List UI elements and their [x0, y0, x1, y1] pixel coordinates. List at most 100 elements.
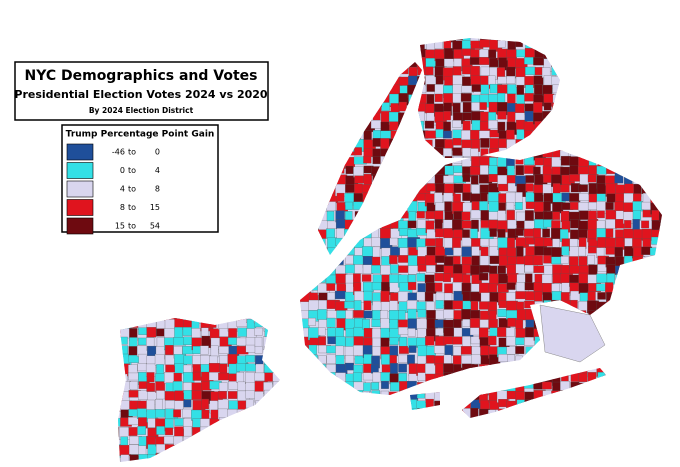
- district: [228, 174, 241, 184]
- district: [118, 292, 125, 305]
- district: [246, 48, 257, 61]
- district: [209, 310, 219, 322]
- district: [245, 38, 258, 42]
- district: [372, 67, 381, 78]
- district: [651, 255, 661, 267]
- district: [578, 129, 591, 142]
- district: [129, 237, 140, 248]
- district: [192, 238, 204, 247]
- district: [524, 156, 535, 166]
- district: [425, 453, 439, 462]
- district: [670, 328, 677, 340]
- district: [497, 76, 508, 84]
- district: [128, 346, 139, 357]
- district: [632, 382, 644, 395]
- district: [417, 463, 428, 467]
- district: [210, 454, 219, 462]
- subtitle: Presidential Election Votes 2024 vs 2020: [14, 88, 268, 101]
- district: [669, 40, 679, 51]
- district: [623, 300, 636, 313]
- district: [155, 409, 166, 418]
- district: [137, 426, 146, 435]
- district: [407, 380, 417, 393]
- district: [191, 453, 203, 462]
- district: [281, 363, 291, 376]
- district: [470, 175, 479, 185]
- district: [363, 93, 377, 107]
- district: [317, 76, 329, 85]
- district: [280, 38, 291, 44]
- district: [399, 38, 411, 39]
- district: [228, 128, 242, 137]
- district: [344, 219, 354, 230]
- district: [623, 38, 636, 41]
- district: [407, 408, 419, 417]
- district: [587, 130, 597, 142]
- district: [570, 427, 581, 436]
- district: [263, 202, 277, 214]
- district: [471, 418, 481, 430]
- district: [353, 220, 363, 229]
- district: [281, 454, 294, 462]
- district: [632, 38, 642, 40]
- district: [272, 148, 282, 160]
- district: [389, 399, 402, 412]
- district: [632, 300, 645, 310]
- district: [300, 256, 311, 267]
- district: [453, 445, 465, 458]
- district: [606, 391, 617, 400]
- district: [650, 454, 661, 462]
- district: [282, 102, 291, 113]
- district: [299, 390, 312, 402]
- district: [246, 256, 260, 265]
- district: [219, 174, 229, 184]
- district: [254, 444, 263, 452]
- district: [353, 400, 364, 414]
- district: [452, 138, 462, 146]
- district: [551, 76, 562, 86]
- district: [155, 283, 169, 292]
- district: [398, 112, 408, 122]
- district: [362, 452, 372, 462]
- district: [642, 175, 654, 189]
- district: [118, 318, 123, 329]
- district: [273, 436, 282, 449]
- district: [434, 93, 443, 102]
- district: [633, 193, 642, 202]
- district: [543, 48, 551, 59]
- district: [660, 309, 662, 322]
- district: [326, 112, 338, 121]
- district: [542, 445, 552, 457]
- district: [417, 309, 427, 318]
- district: [318, 409, 328, 420]
- district: [570, 372, 579, 382]
- district: [327, 75, 341, 88]
- district: [272, 218, 285, 232]
- district: [487, 335, 497, 346]
- district: [316, 256, 330, 268]
- district: [407, 416, 419, 427]
- district: [388, 138, 397, 152]
- district: [308, 40, 318, 52]
- district: [120, 391, 130, 402]
- district: [345, 165, 354, 174]
- district: [579, 48, 593, 62]
- district: [633, 265, 645, 274]
- district: [670, 445, 679, 453]
- district: [416, 156, 426, 167]
- district: [291, 391, 301, 404]
- district: [201, 327, 209, 338]
- district: [335, 418, 345, 427]
- district: [461, 246, 473, 257]
- district: [353, 130, 361, 141]
- district: [156, 390, 165, 400]
- district: [245, 193, 253, 203]
- district: [236, 444, 245, 456]
- district: [425, 211, 436, 220]
- district: [146, 282, 159, 294]
- district: [399, 40, 409, 53]
- district: [604, 345, 617, 359]
- district: [371, 427, 380, 440]
- district: [462, 319, 471, 328]
- district: [615, 147, 629, 157]
